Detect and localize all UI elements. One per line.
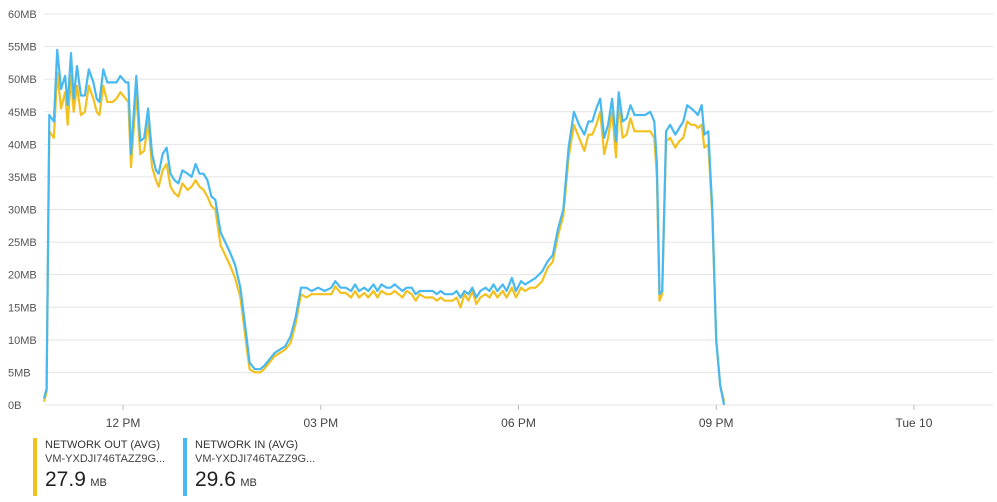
legend-color-swatch-out	[33, 438, 37, 496]
chart-series-lines	[42, 48, 726, 406]
x-tick-Tue 10: Tue 10	[895, 416, 932, 430]
y-tick-20MB: 20MB	[8, 270, 37, 282]
series-line-network-in	[42, 48, 726, 406]
y-tick-10MB: 10MB	[8, 335, 37, 347]
x-tick-06 PM: 06 PM	[501, 416, 536, 430]
network-line-chart: 0B 5MB 10MB 15MB 20MB 25MB 30MB 35MB 40MB 45MB 50M…	[8, 9, 993, 430]
x-tick-09 PM: 09 PM	[699, 416, 734, 430]
x-tick-12 PM: 12 PM	[106, 416, 141, 430]
y-tick-30MB: 30MB	[8, 205, 37, 217]
y-tick-0B: 0B	[8, 400, 21, 412]
legend-summary-value-out: 27.9	[45, 468, 86, 491]
legend-color-swatch-in	[183, 438, 187, 496]
legend-resource-name-out: VM-YXDJI746TAZZ9G...	[45, 453, 166, 465]
legend-summary-unit-out: MB	[90, 477, 107, 489]
chart-grid	[44, 13, 993, 406]
y-tick-60MB: 60MB	[8, 9, 37, 21]
y-axis-tick-labels: 0B 5MB 10MB 15MB 20MB 25MB 30MB 35MB 40MB 45MB 50M…	[8, 9, 37, 412]
legend-summary-value-in: 29.6	[195, 468, 236, 491]
series-line-network-out	[42, 71, 726, 402]
legend-summary-unit-in: MB	[240, 477, 257, 489]
y-tick-55MB: 55MB	[8, 42, 37, 54]
legend-network-out[interactable]: NETWORK OUT (AVG) VM-YXDJI746TAZZ9G... 2…	[33, 438, 165, 496]
legend-resource-name-in: VM-YXDJI746TAZZ9G...	[195, 453, 316, 465]
legend-series-name-out: NETWORK OUT (AVG)	[45, 439, 161, 451]
y-tick-50MB: 50MB	[8, 74, 37, 86]
y-tick-45MB: 45MB	[8, 107, 37, 119]
x-axis-tick-labels: 12 PM 03 PM 06 PM 09 PM Tue 10	[106, 405, 933, 430]
y-tick-15MB: 15MB	[8, 302, 37, 314]
y-tick-40MB: 40MB	[8, 139, 37, 151]
y-tick-25MB: 25MB	[8, 237, 37, 249]
legend-network-in[interactable]: NETWORK IN (AVG) VM-YXDJI746TAZZ9G... 29…	[183, 438, 315, 496]
y-tick-35MB: 35MB	[8, 172, 37, 184]
x-tick-03 PM: 03 PM	[303, 416, 338, 430]
y-tick-5MB: 5MB	[8, 367, 31, 379]
legend-series-name-in: NETWORK IN (AVG)	[195, 439, 299, 451]
